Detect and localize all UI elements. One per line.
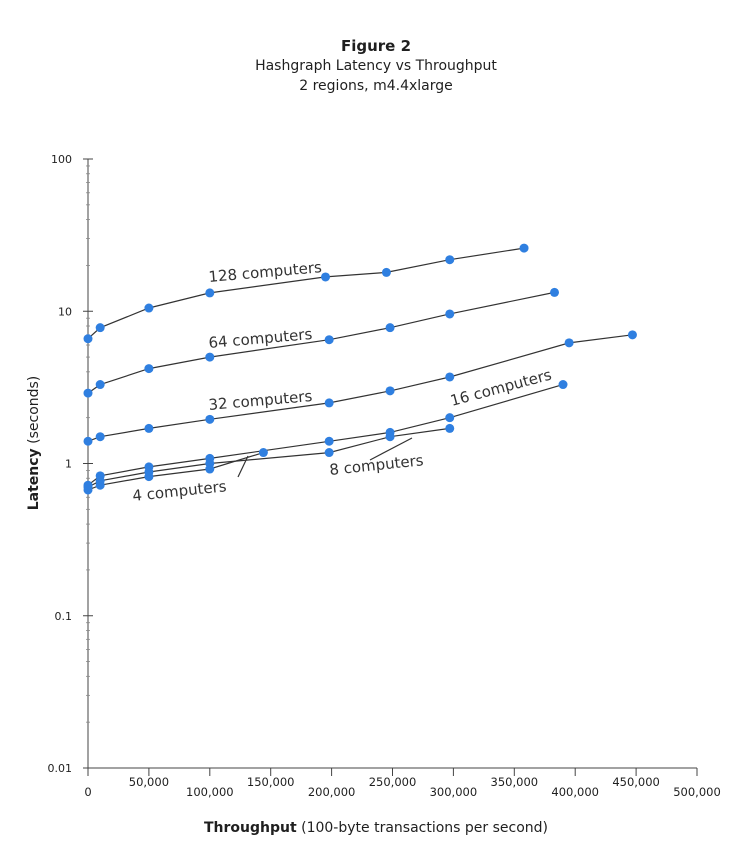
x-tick-label: 50,000 — [129, 775, 169, 789]
y-axis-label: Latency (seconds) — [26, 376, 42, 511]
data-point — [324, 398, 334, 408]
series-line-1 — [87, 291, 555, 394]
data-point — [95, 380, 105, 390]
data-point — [445, 413, 455, 423]
data-point — [445, 309, 455, 319]
annotation-leader — [237, 455, 249, 478]
chart-subtitle: 2 regions, m4.4xlarge — [299, 78, 453, 94]
series-annotation: 8 computers — [329, 451, 425, 479]
data-point — [205, 464, 215, 474]
y-tick-label: 100 — [51, 153, 72, 166]
data-point — [83, 485, 93, 495]
data-point — [627, 330, 637, 340]
chart-title: Hashgraph Latency vs Throughput — [255, 58, 497, 74]
data-point — [385, 432, 395, 442]
x-tick-label: 500,000 — [673, 785, 721, 799]
x-tick-label: 150,000 — [247, 775, 295, 789]
data-point — [519, 243, 529, 253]
series-points — [83, 243, 637, 495]
x-tick-label: 450,000 — [612, 775, 660, 789]
x-tick-label: 0 — [84, 785, 91, 799]
x-tick-label: 350,000 — [491, 775, 539, 789]
series-annotation: 32 computers — [208, 387, 313, 414]
y-tick-label: 0.1 — [55, 610, 73, 623]
y-tick-label: 1 — [65, 458, 72, 471]
y-tick-label: 0.01 — [48, 762, 73, 775]
series-line-0 — [87, 247, 525, 340]
axes: 100 10 1 0.1 0.01 0 50,000 100,000 150,000 200,00… — [48, 153, 721, 799]
data-point — [558, 380, 568, 390]
series-annotation: 4 computers — [132, 477, 228, 505]
x-axis-label: Throughput (100-byte transactions per se… — [204, 820, 548, 836]
data-point — [205, 352, 215, 362]
data-point — [445, 255, 455, 265]
data-point — [445, 372, 455, 382]
data-point — [324, 335, 334, 345]
series-lines — [87, 247, 633, 491]
series-annotation: 128 computers — [208, 258, 323, 286]
data-point — [144, 364, 154, 374]
figure-label: Figure 2 — [340, 37, 412, 55]
data-point — [445, 423, 455, 433]
data-point — [205, 414, 215, 424]
data-point — [549, 287, 559, 297]
data-point — [144, 423, 154, 433]
data-point — [321, 272, 331, 282]
data-point — [83, 334, 93, 344]
data-point — [83, 388, 93, 398]
x-tick-label: 400,000 — [551, 785, 599, 799]
data-point — [381, 267, 391, 277]
series-line-3 — [87, 384, 564, 486]
data-point — [144, 472, 154, 482]
series-annotation: 64 computers — [208, 325, 313, 352]
x-tick-label: 100,000 — [186, 785, 234, 799]
data-point — [385, 323, 395, 333]
data-point — [385, 386, 395, 396]
data-point — [258, 448, 268, 458]
x-tick-label: 300,000 — [430, 785, 478, 799]
data-point — [95, 323, 105, 333]
x-tick-label: 200,000 — [308, 785, 356, 799]
x-tick-label: 250,000 — [369, 775, 417, 789]
data-point — [95, 432, 105, 442]
data-point — [83, 436, 93, 446]
y-tick-label: 10 — [58, 305, 72, 318]
data-point — [144, 303, 154, 313]
data-point — [324, 448, 334, 458]
annotation-leader — [369, 437, 413, 461]
data-point — [95, 480, 105, 490]
data-point — [205, 288, 215, 298]
data-point — [564, 338, 574, 348]
data-point — [324, 436, 334, 446]
